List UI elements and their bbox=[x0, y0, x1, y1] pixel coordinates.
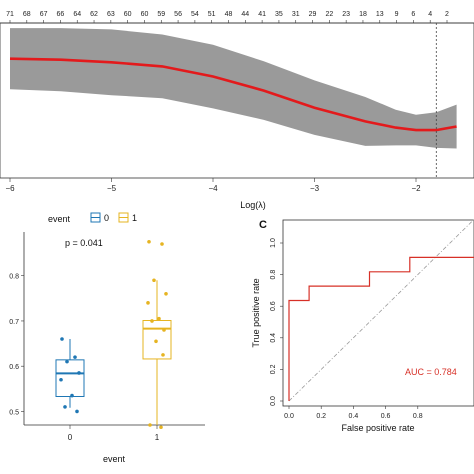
roc-diagonal bbox=[288, 219, 474, 402]
box-point bbox=[160, 242, 164, 246]
top-count-label: 4 bbox=[428, 11, 432, 18]
box-point bbox=[162, 328, 166, 332]
roc-y-tick-label: 0.6 bbox=[270, 301, 277, 311]
top-count-label: 54 bbox=[191, 11, 199, 18]
box-point bbox=[59, 377, 63, 382]
top-count-label: 66 bbox=[57, 11, 65, 18]
top-x-tick-label: −5 bbox=[107, 184, 117, 193]
box-y-tick-label: 0.8 bbox=[9, 274, 19, 281]
box-point bbox=[148, 423, 152, 427]
box-point bbox=[73, 355, 77, 359]
box-point bbox=[65, 359, 69, 364]
top-count-label: 60 bbox=[141, 11, 149, 18]
top-count-label: 68 bbox=[23, 11, 31, 18]
box-x-axis-label: event bbox=[103, 454, 126, 464]
box-point bbox=[161, 353, 165, 357]
top-count-label: 60 bbox=[124, 11, 132, 18]
legend-label: 1 bbox=[132, 213, 137, 223]
box-point bbox=[60, 337, 64, 341]
top-count-label: 29 bbox=[309, 11, 317, 18]
boxes bbox=[55, 239, 172, 430]
box-x-tick-label: 0 bbox=[68, 433, 73, 442]
cv-confidence-band bbox=[10, 28, 457, 149]
top-count-label: 59 bbox=[157, 11, 165, 18]
top-x-tick-label: −2 bbox=[411, 184, 421, 193]
box-y-tick-label: 0.6 bbox=[9, 364, 19, 371]
box-point bbox=[63, 405, 67, 409]
box-point bbox=[146, 301, 150, 305]
top-count-label: 63 bbox=[107, 11, 115, 18]
top-count-label: 71 bbox=[6, 11, 14, 18]
box-point bbox=[75, 409, 79, 414]
box-point bbox=[164, 292, 168, 296]
top-count-label: 62 bbox=[90, 11, 98, 18]
top-count-label: 51 bbox=[208, 11, 216, 18]
auc-annotation: AUC = 0.784 bbox=[405, 367, 457, 377]
top-count-label: 2 bbox=[445, 11, 449, 18]
roc-x-tick-label: 0.8 bbox=[413, 413, 423, 420]
roc-x-tick-label: 0.0 bbox=[284, 413, 294, 420]
roc-y-axis-label: True positive rate bbox=[251, 278, 261, 347]
box-point bbox=[154, 339, 158, 344]
roc-x-tick-label: 0.4 bbox=[349, 413, 359, 420]
roc-x-tick-label: 0.2 bbox=[316, 413, 326, 420]
box-point bbox=[159, 425, 163, 430]
box-point bbox=[150, 319, 154, 323]
roc-x-axis-ticks: 0.0 0.2 0.4 0.6 0.8 bbox=[284, 406, 423, 420]
top-count-label: 41 bbox=[258, 11, 266, 18]
roc-curve bbox=[288, 256, 474, 401]
top-x-axis-label: Log(λ) bbox=[240, 200, 266, 210]
roc-x-axis-label: False positive rate bbox=[341, 423, 414, 433]
top-count-label: 64 bbox=[73, 11, 81, 18]
box-point bbox=[152, 278, 156, 283]
lasso-cv-panel: 71 68 67 66 64 62 63 60 60 59 56 54 51 48 44 41 35 31 29 22… bbox=[0, 11, 474, 210]
box-y-tick-label: 0.5 bbox=[9, 409, 19, 416]
top-count-label: 23 bbox=[342, 11, 350, 18]
top-count-label: 9 bbox=[395, 11, 399, 18]
top-count-label: 44 bbox=[241, 11, 249, 18]
top-count-label: 6 bbox=[411, 11, 415, 18]
box-point bbox=[77, 371, 81, 375]
roc-y-axis-ticks: 0.0 0.2 0.4 0.6 0.8 1.0 bbox=[270, 238, 283, 406]
top-count-label: 48 bbox=[225, 11, 233, 18]
roc-y-tick-label: 0.4 bbox=[270, 333, 277, 343]
top-count-label: 22 bbox=[325, 11, 333, 18]
top-count-label: 31 bbox=[292, 11, 300, 18]
top-x-tick-label: −4 bbox=[208, 184, 218, 193]
roc-y-tick-label: 1.0 bbox=[270, 238, 277, 248]
top-count-label: 67 bbox=[40, 11, 48, 18]
top-x-axis: −6 −5 −4 −3 −2 bbox=[5, 178, 421, 193]
roc-panel: C 0.0 0.2 0.4 0.6 0.8 1.0 0.0 0.2 0.4 0.6 0.8 AUC… bbox=[251, 219, 474, 433]
legend-label: 0 bbox=[104, 213, 109, 223]
roc-plot-frame bbox=[282, 219, 474, 407]
box-point bbox=[70, 393, 74, 398]
roc-y-tick-label: 0.8 bbox=[270, 270, 277, 280]
legend-title: event bbox=[48, 214, 71, 224]
box-y-axis-ticks: 0.5 0.6 0.7 0.8 bbox=[9, 274, 24, 416]
roc-y-tick-label: 0.2 bbox=[270, 364, 277, 374]
top-count-label: 56 bbox=[174, 11, 182, 18]
p-value-annotation: p = 0.041 bbox=[65, 238, 103, 248]
box-x-tick-label: 1 bbox=[155, 433, 160, 442]
top-axis-counts: 71 68 67 66 64 62 63 60 60 59 56 54 51 48 44 41 35 31 29 22… bbox=[6, 11, 449, 23]
box-body bbox=[142, 320, 172, 360]
panel-label-c: C bbox=[259, 219, 267, 231]
top-count-label: 18 bbox=[359, 11, 367, 18]
top-plot-frame bbox=[0, 22, 474, 179]
cv-mean-curve bbox=[9, 57, 457, 132]
roc-x-tick-label: 0.6 bbox=[381, 413, 391, 420]
top-count-label: 35 bbox=[275, 11, 283, 18]
top-count-label: 13 bbox=[376, 11, 384, 18]
top-x-tick-label: −3 bbox=[310, 184, 320, 193]
box-point bbox=[147, 239, 151, 244]
top-x-tick-label: −6 bbox=[5, 184, 15, 193]
roc-y-tick-label: 0.0 bbox=[270, 396, 277, 406]
box-y-tick-label: 0.7 bbox=[9, 319, 19, 326]
box-point bbox=[157, 316, 161, 321]
